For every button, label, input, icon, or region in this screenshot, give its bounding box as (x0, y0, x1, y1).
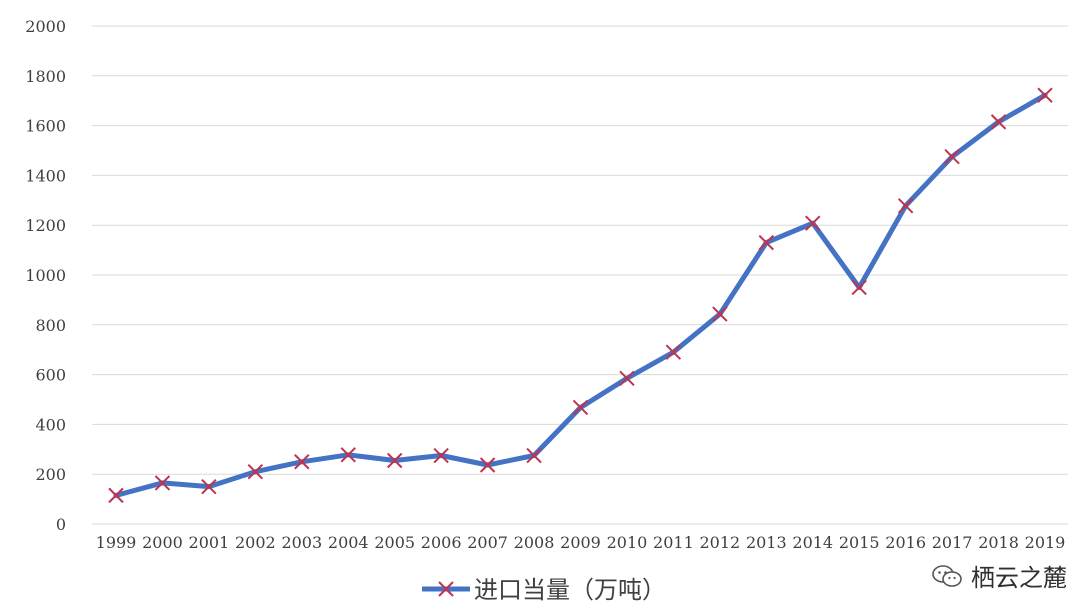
series-markers (108, 87, 1053, 504)
data-point-marker (990, 114, 1007, 130)
data-point-marker (154, 475, 171, 491)
series-line (113, 92, 1048, 498)
x-tick-label: 2019 (1025, 533, 1066, 552)
x-tick-label: 2017 (932, 533, 973, 552)
data-point-marker (1037, 87, 1053, 103)
data-point-marker (479, 457, 496, 473)
data-point-marker (758, 234, 775, 251)
y-tick-label: 2000 (25, 17, 66, 36)
legend-x-marker (438, 581, 454, 597)
x-tick-label: 2005 (374, 533, 415, 552)
data-point-marker (294, 454, 310, 470)
x-tick-label: 2002 (235, 533, 276, 552)
legend: 进口当量（万吨） (422, 576, 666, 604)
data-point-marker (247, 464, 264, 480)
x-tick-label: 2004 (328, 533, 369, 552)
x-tick-label: 2009 (560, 533, 601, 552)
x-tick-label: 2007 (467, 533, 508, 552)
data-point-marker (386, 452, 403, 469)
y-tick-label: 1800 (25, 67, 66, 86)
data-point-marker (805, 215, 821, 231)
data-point-marker (201, 478, 217, 495)
x-tick-label: 2013 (746, 533, 787, 552)
y-tick-label: 1000 (25, 266, 66, 285)
y-tick-label: 400 (35, 415, 66, 434)
x-tick-label: 2018 (978, 533, 1019, 552)
x-tick-label: 2016 (885, 533, 926, 552)
y-tick-label: 1200 (25, 216, 66, 235)
y-axis-ticks: 0 200 400 600 800 1000 1200 1400 1600 1800 2000 (25, 17, 66, 534)
gridlines (92, 25, 1068, 525)
x-tick-label: 2011 (653, 533, 694, 552)
y-tick-label: 0 (56, 515, 66, 534)
data-point-marker (851, 279, 867, 296)
wechat-icon (932, 564, 962, 587)
x-tick-label: 2008 (514, 533, 555, 552)
data-point-marker (433, 447, 449, 464)
data-point-marker (665, 344, 682, 360)
x-tick-label: 2000 (142, 533, 183, 552)
data-point-marker (897, 198, 914, 214)
x-axis-ticks: 1999 2000 2001 2002 2003 2004 2005 2006 2007 2008… (96, 533, 1066, 552)
watermark: 栖云之麓 (931, 558, 1067, 593)
x-tick-label: 2015 (839, 533, 880, 552)
y-tick-label: 200 (35, 465, 66, 484)
watermark-text: 栖云之麓 (971, 564, 1067, 592)
x-tick-label: 2001 (189, 533, 230, 552)
x-tick-label: 2006 (421, 533, 462, 552)
x-tick-label: 2012 (699, 533, 740, 552)
data-point-marker (619, 370, 635, 387)
x-tick-label: 2003 (281, 533, 322, 552)
x-tick-label: 2010 (607, 533, 648, 552)
y-tick-label: 600 (35, 366, 66, 385)
data-point-marker (572, 399, 589, 416)
data-point-marker (944, 149, 960, 165)
y-tick-label: 1400 (25, 166, 66, 185)
legend-label: 进口当量（万吨） (474, 576, 666, 604)
series-line-path (113, 92, 1048, 498)
y-tick-label: 1600 (25, 117, 66, 136)
data-point-marker (526, 447, 542, 464)
data-point-marker (712, 306, 728, 322)
data-point-marker (340, 447, 356, 463)
x-tick-label: 1999 (96, 533, 137, 552)
data-point-marker (108, 487, 124, 504)
y-tick-label: 800 (35, 316, 66, 335)
x-tick-label: 2014 (792, 533, 833, 552)
